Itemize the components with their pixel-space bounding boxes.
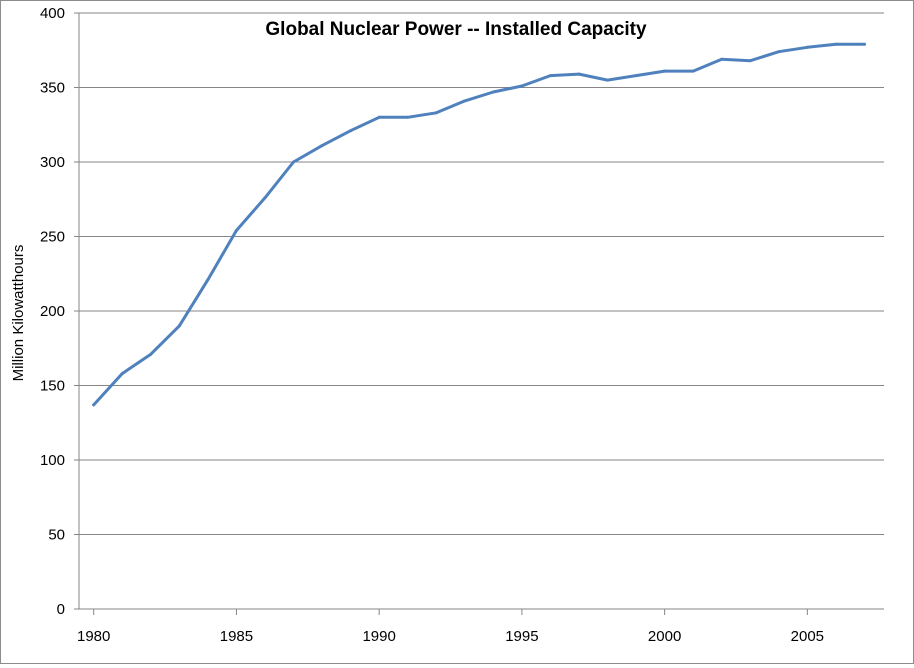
data-point	[463, 99, 467, 103]
x-tick-label: 2005	[791, 628, 824, 645]
data-point	[120, 372, 124, 376]
data-point	[206, 278, 210, 282]
data-point	[805, 45, 809, 49]
y-tick-label: 300	[40, 154, 65, 171]
data-point	[862, 42, 866, 46]
data-point	[520, 84, 524, 88]
data-point	[606, 78, 610, 82]
y-tick-label: 400	[40, 5, 65, 22]
data-point	[92, 403, 96, 407]
data-point	[177, 324, 181, 328]
x-axis-tick-labels: 1980 1985 1990 1995 2000 2005	[77, 628, 824, 645]
series-line	[92, 42, 866, 407]
y-axis-tick-marks	[74, 12, 79, 610]
x-tick-label: 1990	[362, 628, 395, 645]
x-tick-label: 1980	[77, 628, 110, 645]
y-axis-tick-labels: 0 50 100 150 200 250 300 350 400	[40, 5, 65, 618]
y-tick-label: 0	[57, 601, 65, 618]
data-point	[748, 59, 752, 63]
y-tick-label: 200	[40, 303, 65, 320]
data-point	[349, 129, 353, 133]
data-point	[377, 115, 381, 119]
x-tick-label: 1995	[505, 628, 538, 645]
data-point	[434, 111, 438, 115]
y-tick-label: 250	[40, 229, 65, 246]
data-point	[234, 229, 238, 233]
y-tick-label: 150	[40, 378, 65, 395]
x-axis-tick-marks	[93, 609, 808, 615]
data-point	[577, 72, 581, 76]
data-point	[720, 57, 724, 61]
data-point	[149, 352, 153, 356]
data-point	[634, 74, 638, 78]
data-point	[320, 144, 324, 148]
data-points	[92, 42, 866, 407]
data-point	[834, 42, 838, 46]
data-point	[663, 69, 667, 73]
data-point	[491, 90, 495, 94]
y-tick-label: 350	[40, 80, 65, 97]
chart-title: Global Nuclear Power -- Installed Capaci…	[265, 19, 647, 40]
y-axis-title: Million Kilowatthours	[10, 245, 27, 382]
data-point	[292, 160, 296, 164]
x-tick-label: 1985	[220, 628, 253, 645]
data-point	[263, 196, 267, 200]
y-tick-label: 100	[40, 452, 65, 469]
data-point	[548, 74, 552, 78]
x-tick-label: 2000	[648, 628, 681, 645]
y-tick-label: 50	[48, 527, 65, 544]
data-point	[691, 69, 695, 73]
data-point	[777, 50, 781, 54]
data-point	[406, 115, 410, 119]
gridlines	[79, 12, 884, 535]
